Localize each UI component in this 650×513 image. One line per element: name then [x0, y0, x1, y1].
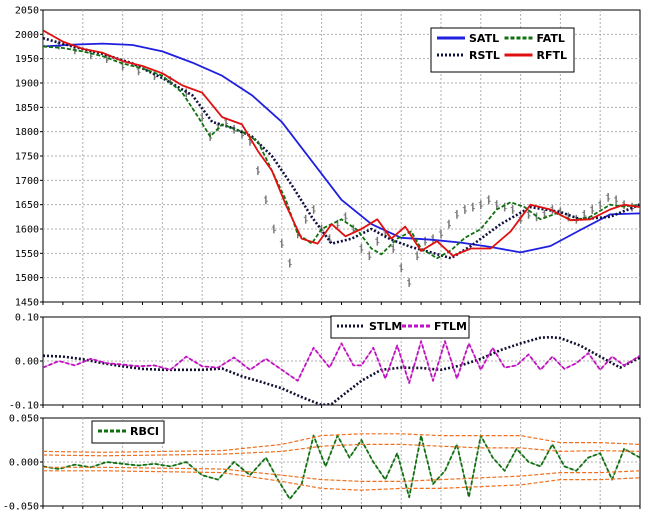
y-tick-label: 1900 [15, 79, 39, 90]
y-tick-label: 0.00 [15, 357, 39, 368]
plot-marks [43, 29, 640, 287]
plot-marks [43, 433, 640, 500]
panel-stlm_ftlm: -0.10 0.00 0.10 STLM FTLM [9, 313, 641, 412]
legend: RBCI [91, 420, 165, 444]
legend-box [430, 27, 575, 73]
y-tick-label: 1450 [15, 298, 39, 309]
legend-box [330, 315, 470, 339]
band-line-lower2 [43, 470, 640, 491]
legend-label-rftl: RFTL [537, 49, 568, 62]
y-tick-label: 1850 [15, 103, 39, 114]
y-tick-label: -0.050 [3, 502, 39, 513]
legend-label-rbci: RBCI [130, 425, 159, 438]
y-tick-label: 1500 [15, 273, 39, 284]
legend-label-satl: SATL [469, 32, 499, 45]
series-line-rstl [43, 36, 640, 260]
series-line-ftlm-core [43, 339, 640, 385]
y-tick-label: 0.000 [9, 458, 39, 469]
series-line-rftl [43, 29, 640, 257]
y-tick-label: 1700 [15, 176, 39, 187]
y-tick-label: 1800 [15, 127, 39, 138]
y-tick-label: 0.10 [15, 313, 39, 324]
series-line-satl [43, 42, 640, 254]
legend-box [91, 420, 165, 444]
plot-marks [43, 335, 640, 405]
panel-rbci: -0.050 0.000 0.050 RBCI [3, 414, 641, 513]
band-line-upper2 [43, 433, 640, 453]
band-line-upper1 [43, 443, 640, 457]
legend-label-rstl: RSTL [469, 49, 500, 62]
y-tick-label: 1950 [15, 54, 39, 65]
band-line-lower1 [43, 466, 640, 482]
legend-label-ftlm: FTLM [434, 320, 467, 333]
legend: SATL FATL RSTL RFTL [430, 27, 575, 73]
series-line-stlm [43, 335, 640, 405]
legend-label-fatl: FATL [537, 32, 565, 45]
y-tick-label: 0.050 [9, 414, 39, 425]
y-tick-label: 1550 [15, 249, 39, 260]
y-tick-label: 1650 [15, 200, 39, 211]
legend: STLM FTLM [330, 315, 470, 339]
y-tick-label: 1600 [15, 225, 39, 236]
y-tick-label: 2000 [15, 30, 39, 41]
y-tick-label: 1750 [15, 152, 39, 163]
legend-label-stlm: STLM [369, 320, 402, 333]
panel-price: 1450 1500 1550 1600 1650 1700 1750 1800 1850 1900… [15, 6, 641, 309]
y-tick-label: -0.10 [9, 401, 39, 412]
series-line-rbci-core [43, 433, 640, 500]
y-tick-label: 2050 [15, 6, 39, 17]
